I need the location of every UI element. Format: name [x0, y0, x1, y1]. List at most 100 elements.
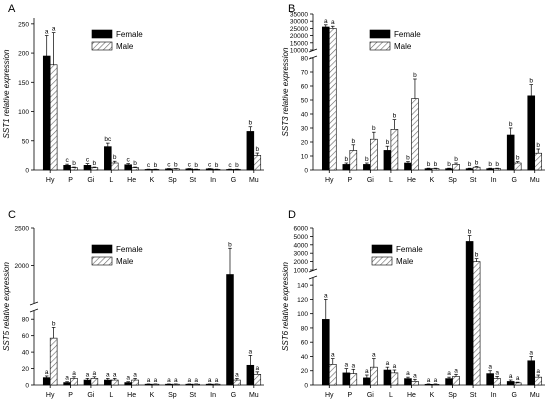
- y-tick-label: 4000: [294, 242, 309, 249]
- y-tick-label: 40: [301, 354, 309, 361]
- significance-letter: a: [154, 377, 158, 384]
- bar-male: [233, 169, 241, 171]
- y-tick-label: 20: [301, 140, 309, 147]
- bar-male: [431, 168, 440, 171]
- significance-letter: a: [324, 292, 328, 299]
- x-tick-label: He: [127, 392, 136, 399]
- significance-letter: a: [86, 371, 90, 378]
- bar-male: [110, 162, 119, 171]
- significance-letter: a: [365, 368, 369, 375]
- significance-letter: b: [345, 156, 349, 163]
- bar-male: [131, 167, 139, 171]
- x-tick-label: He: [127, 177, 136, 184]
- bar-female: [404, 378, 412, 386]
- significance-letter: a: [434, 377, 438, 384]
- panel-letter: B: [288, 3, 295, 15]
- panel-C: C 0 20 40 60 80 2000 2500 SST5 relative expressi…: [2, 209, 264, 399]
- legend-swatch-female: [91, 244, 113, 254]
- y-tick-label: 80: [301, 56, 309, 63]
- significance-letter: a: [65, 375, 69, 382]
- significance-letter: b: [536, 142, 540, 149]
- significance-letter: a: [45, 29, 49, 36]
- y-tick-label: 5000: [294, 234, 309, 241]
- bar-female: [83, 379, 92, 386]
- significance-letter: b: [255, 146, 259, 153]
- bar-female: [63, 165, 71, 171]
- y-tick-label: 1000: [294, 268, 309, 275]
- bar-male: [151, 383, 160, 386]
- panel-letter: C: [8, 209, 16, 221]
- bar-male: [110, 379, 119, 386]
- bar-male: [472, 261, 481, 386]
- x-tick-label: In: [210, 392, 216, 399]
- y-tick-label: 2000: [15, 263, 30, 270]
- significance-letter: a: [249, 348, 253, 355]
- x-tick-label: Mu: [530, 177, 540, 184]
- significance-letter: b: [215, 162, 219, 169]
- significance-letter: a: [516, 375, 520, 382]
- x-tick-label: K: [150, 177, 155, 184]
- y-tick-label: 6000: [294, 226, 309, 233]
- bar-male: [349, 150, 358, 171]
- panel-A: A 0 50 100 150 200 250 SST1 relative expression…: [2, 3, 264, 184]
- y-tick-label: 100: [297, 311, 308, 318]
- significance-letter: b: [468, 161, 472, 168]
- panel-letter: A: [8, 3, 16, 15]
- x-tick-label: St: [189, 177, 196, 184]
- significance-letter: a: [106, 371, 110, 378]
- y-tick-label: 40: [22, 350, 30, 357]
- bar-female: [527, 360, 536, 386]
- significance-letter: a: [187, 377, 191, 384]
- bar-female: [246, 131, 255, 171]
- bar-female: [42, 377, 51, 386]
- significance-letter: a: [215, 377, 219, 384]
- bar-male: [513, 382, 522, 386]
- y-tick-label: 60: [301, 340, 309, 347]
- significance-letter: c: [167, 162, 171, 169]
- x-tick-label: In: [491, 177, 497, 184]
- bar-male: [349, 373, 358, 386]
- significance-letter: b: [351, 138, 355, 145]
- bar-male: [472, 166, 481, 171]
- x-tick-label: Mu: [249, 392, 259, 399]
- bar-female: [205, 383, 214, 386]
- y-tick-label: 60: [22, 333, 30, 340]
- bar-male: [90, 167, 99, 171]
- significance-letter: c: [86, 157, 90, 164]
- y-tick-label: 20: [22, 366, 30, 373]
- significance-letter: c: [208, 162, 212, 169]
- bar-female: [144, 383, 153, 386]
- significance-letter: b: [52, 320, 56, 327]
- x-tick-label: K: [150, 392, 155, 399]
- significance-letter: b: [447, 161, 451, 168]
- bar-female: [424, 168, 433, 171]
- significance-letter: c: [65, 157, 69, 164]
- bar-female: [321, 319, 330, 386]
- bar-female: [144, 169, 153, 171]
- y-tick-label: 80: [301, 325, 309, 332]
- axis-break-mark: [308, 55, 318, 60]
- x-tick-label: Hy: [46, 177, 55, 184]
- y-tick-label: 2500: [15, 226, 30, 233]
- x-tick-label: St: [189, 392, 196, 399]
- legend-label-male: Male: [116, 42, 134, 51]
- bar-male: [212, 169, 221, 171]
- bar-male: [493, 168, 501, 171]
- x-tick-label: Sp: [168, 392, 177, 399]
- x-tick-label: K: [430, 177, 435, 184]
- x-tick-label: P: [347, 392, 352, 399]
- significance-letter: a: [427, 377, 431, 384]
- bar-female: [205, 168, 214, 171]
- bar-female: [486, 168, 494, 171]
- axis-break-mark: [308, 48, 318, 53]
- x-tick-label: L: [389, 392, 393, 399]
- bar-male: [328, 364, 337, 386]
- x-tick-label: Gi: [367, 177, 374, 184]
- x-tick-label: P: [347, 177, 352, 184]
- significance-letter: a: [536, 368, 540, 375]
- significance-letter: b: [475, 252, 479, 259]
- y-tick-label: 100: [18, 109, 29, 116]
- x-tick-label: Gi: [87, 177, 94, 184]
- bar-male: [49, 337, 58, 386]
